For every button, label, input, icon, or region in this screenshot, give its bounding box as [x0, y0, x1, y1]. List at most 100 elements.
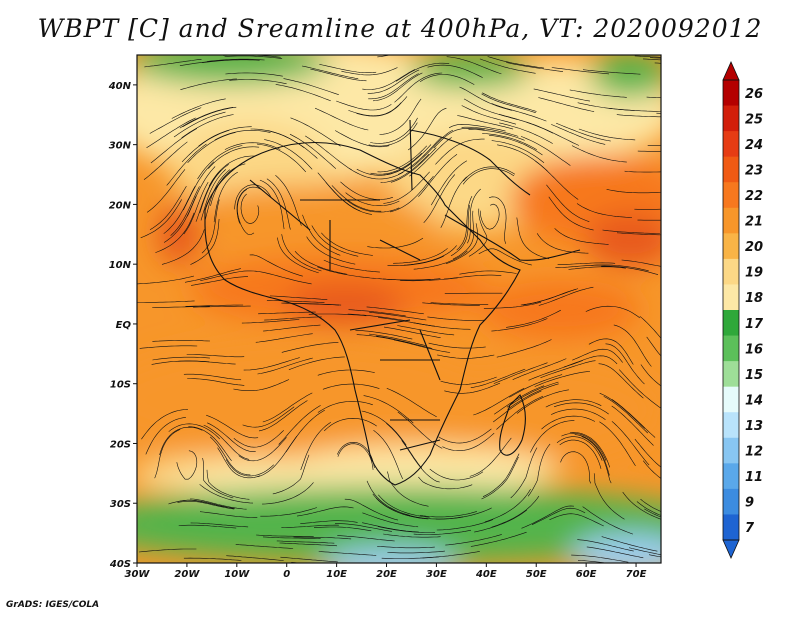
colorbar-segment [723, 258, 739, 285]
streamline [407, 107, 447, 151]
lat-tick-label: 20S [110, 439, 131, 450]
streamline [601, 265, 659, 275]
streamline [611, 421, 650, 466]
streamline [605, 343, 645, 385]
streamline [242, 406, 295, 428]
streamline [646, 96, 661, 99]
streamline [621, 259, 661, 267]
streamline [522, 288, 579, 306]
streamline [616, 232, 661, 236]
lat-tick-label: 30N [109, 141, 132, 152]
streamline [302, 214, 341, 256]
streamline [369, 333, 426, 346]
colorbar-label: 9 [745, 496, 754, 511]
streamline [613, 324, 652, 367]
streamline [225, 459, 275, 477]
streamline [241, 319, 300, 324]
map-title: WBPT [C] and Sreamline at 400hPa, VT: 20… [37, 14, 763, 43]
streamline [381, 556, 440, 559]
streamline [281, 524, 339, 528]
streamline [288, 356, 345, 370]
streamline [377, 546, 435, 549]
streamline [496, 339, 552, 358]
streamline [238, 437, 287, 462]
streamline [559, 439, 602, 469]
streamline [516, 217, 550, 260]
streamline [435, 138, 485, 165]
streamline [256, 143, 307, 173]
streamline [306, 236, 356, 265]
streamline [186, 354, 245, 358]
streamline [646, 336, 661, 357]
streamline [491, 495, 540, 528]
streamline [606, 189, 661, 194]
colorbar-segment [723, 437, 739, 464]
streamline [634, 55, 661, 58]
streamline [146, 169, 186, 213]
streamline [639, 316, 661, 339]
colorbar-label: 13 [745, 419, 763, 434]
streamline [186, 166, 216, 217]
streamline [467, 188, 481, 244]
streamline [479, 58, 536, 74]
streamline [314, 107, 369, 131]
streamline [208, 155, 255, 187]
streamline [599, 421, 636, 467]
colorbar-segment [723, 131, 739, 158]
streamline [183, 373, 242, 381]
streamline [207, 422, 256, 452]
streamlines [137, 55, 661, 563]
streamline [259, 179, 285, 230]
streamline [317, 401, 373, 413]
streamline [400, 277, 458, 282]
streamline [398, 136, 442, 175]
streamline [569, 89, 627, 98]
streamline [386, 388, 437, 418]
streamline [378, 494, 430, 518]
streamline [283, 78, 339, 95]
streamline [190, 522, 249, 528]
grads-credit: GrADS: IGES/COLA [6, 600, 100, 610]
streamline [548, 196, 594, 231]
colorbar-max-arrow [722, 61, 740, 81]
streamline [152, 340, 211, 342]
streamline [601, 536, 658, 552]
streamline [366, 480, 411, 516]
lat-tick-label: EQ [116, 320, 132, 331]
streamline [290, 117, 341, 147]
streamline [249, 254, 303, 277]
streamline [557, 262, 616, 265]
streamline [413, 529, 472, 535]
streamline [272, 454, 310, 495]
streamline [555, 264, 613, 268]
streamline [289, 133, 337, 169]
streamline [183, 181, 209, 235]
lat-tick-label: 30S [110, 499, 131, 510]
streamline [305, 135, 352, 171]
streamline [257, 357, 313, 375]
streamline [427, 64, 483, 78]
colorbar-label: 21 [745, 215, 763, 230]
lon-tick-label: 40E [475, 569, 497, 580]
streamline [461, 126, 519, 137]
streamline [569, 431, 611, 468]
streamline [436, 519, 494, 531]
streamline [367, 69, 420, 94]
streamline [233, 379, 290, 391]
streamline [482, 133, 537, 151]
streamline [340, 181, 393, 200]
streamline [429, 468, 484, 481]
lat-tick-label: 10N [109, 260, 132, 271]
streamline [183, 557, 242, 561]
streamline [474, 509, 527, 533]
lon-tick-label: 60E [576, 569, 597, 580]
streamline [498, 113, 554, 134]
streamline [390, 147, 437, 183]
colorbar-label: 12 [745, 445, 763, 460]
streamline [224, 55, 283, 59]
streamline [225, 72, 283, 77]
streamline [538, 97, 595, 112]
colorbar-segment [723, 310, 739, 337]
streamline [355, 329, 413, 340]
streamline [395, 62, 450, 82]
